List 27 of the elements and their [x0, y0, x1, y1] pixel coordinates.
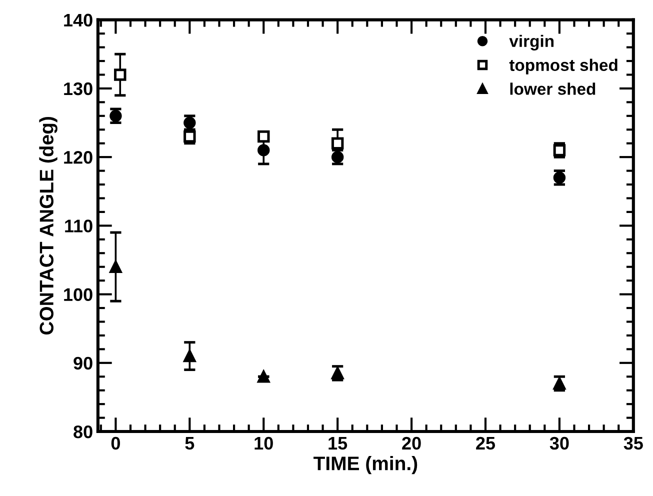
x-tick-label: 30	[550, 436, 569, 450]
legend-label: topmost shed	[509, 58, 618, 74]
legend-label: virgin	[509, 34, 554, 50]
y-tick-label: 80	[74, 425, 92, 438]
point	[258, 144, 270, 156]
x-tick-label: 20	[402, 436, 421, 450]
point	[258, 130, 270, 143]
y-axis-title: CONTACT ANGLE (deg)	[39, 117, 58, 335]
x-tick-label: 5	[185, 437, 194, 450]
y-tick-label: 120	[64, 151, 92, 164]
x-tick-label: 35	[624, 436, 643, 450]
y-tick-label: 140	[64, 14, 92, 27]
y-tick-label: 90	[74, 356, 92, 370]
x-tick-label: 25	[476, 436, 496, 450]
y-tick-label: 100	[64, 288, 92, 302]
x-tick-label: 0	[111, 436, 120, 450]
legend-label: lower shed	[510, 82, 596, 95]
x-tick-label: 10	[254, 436, 273, 450]
x-tick-label: 15	[328, 437, 348, 450]
y-tick-label: 130	[64, 82, 92, 96]
y-tick-label: 110	[65, 220, 92, 232]
point	[184, 350, 196, 362]
x-axis-title: TIME (min.)	[314, 456, 418, 474]
point	[114, 68, 126, 81]
point	[331, 137, 344, 150]
point	[258, 370, 270, 383]
point	[110, 260, 122, 273]
